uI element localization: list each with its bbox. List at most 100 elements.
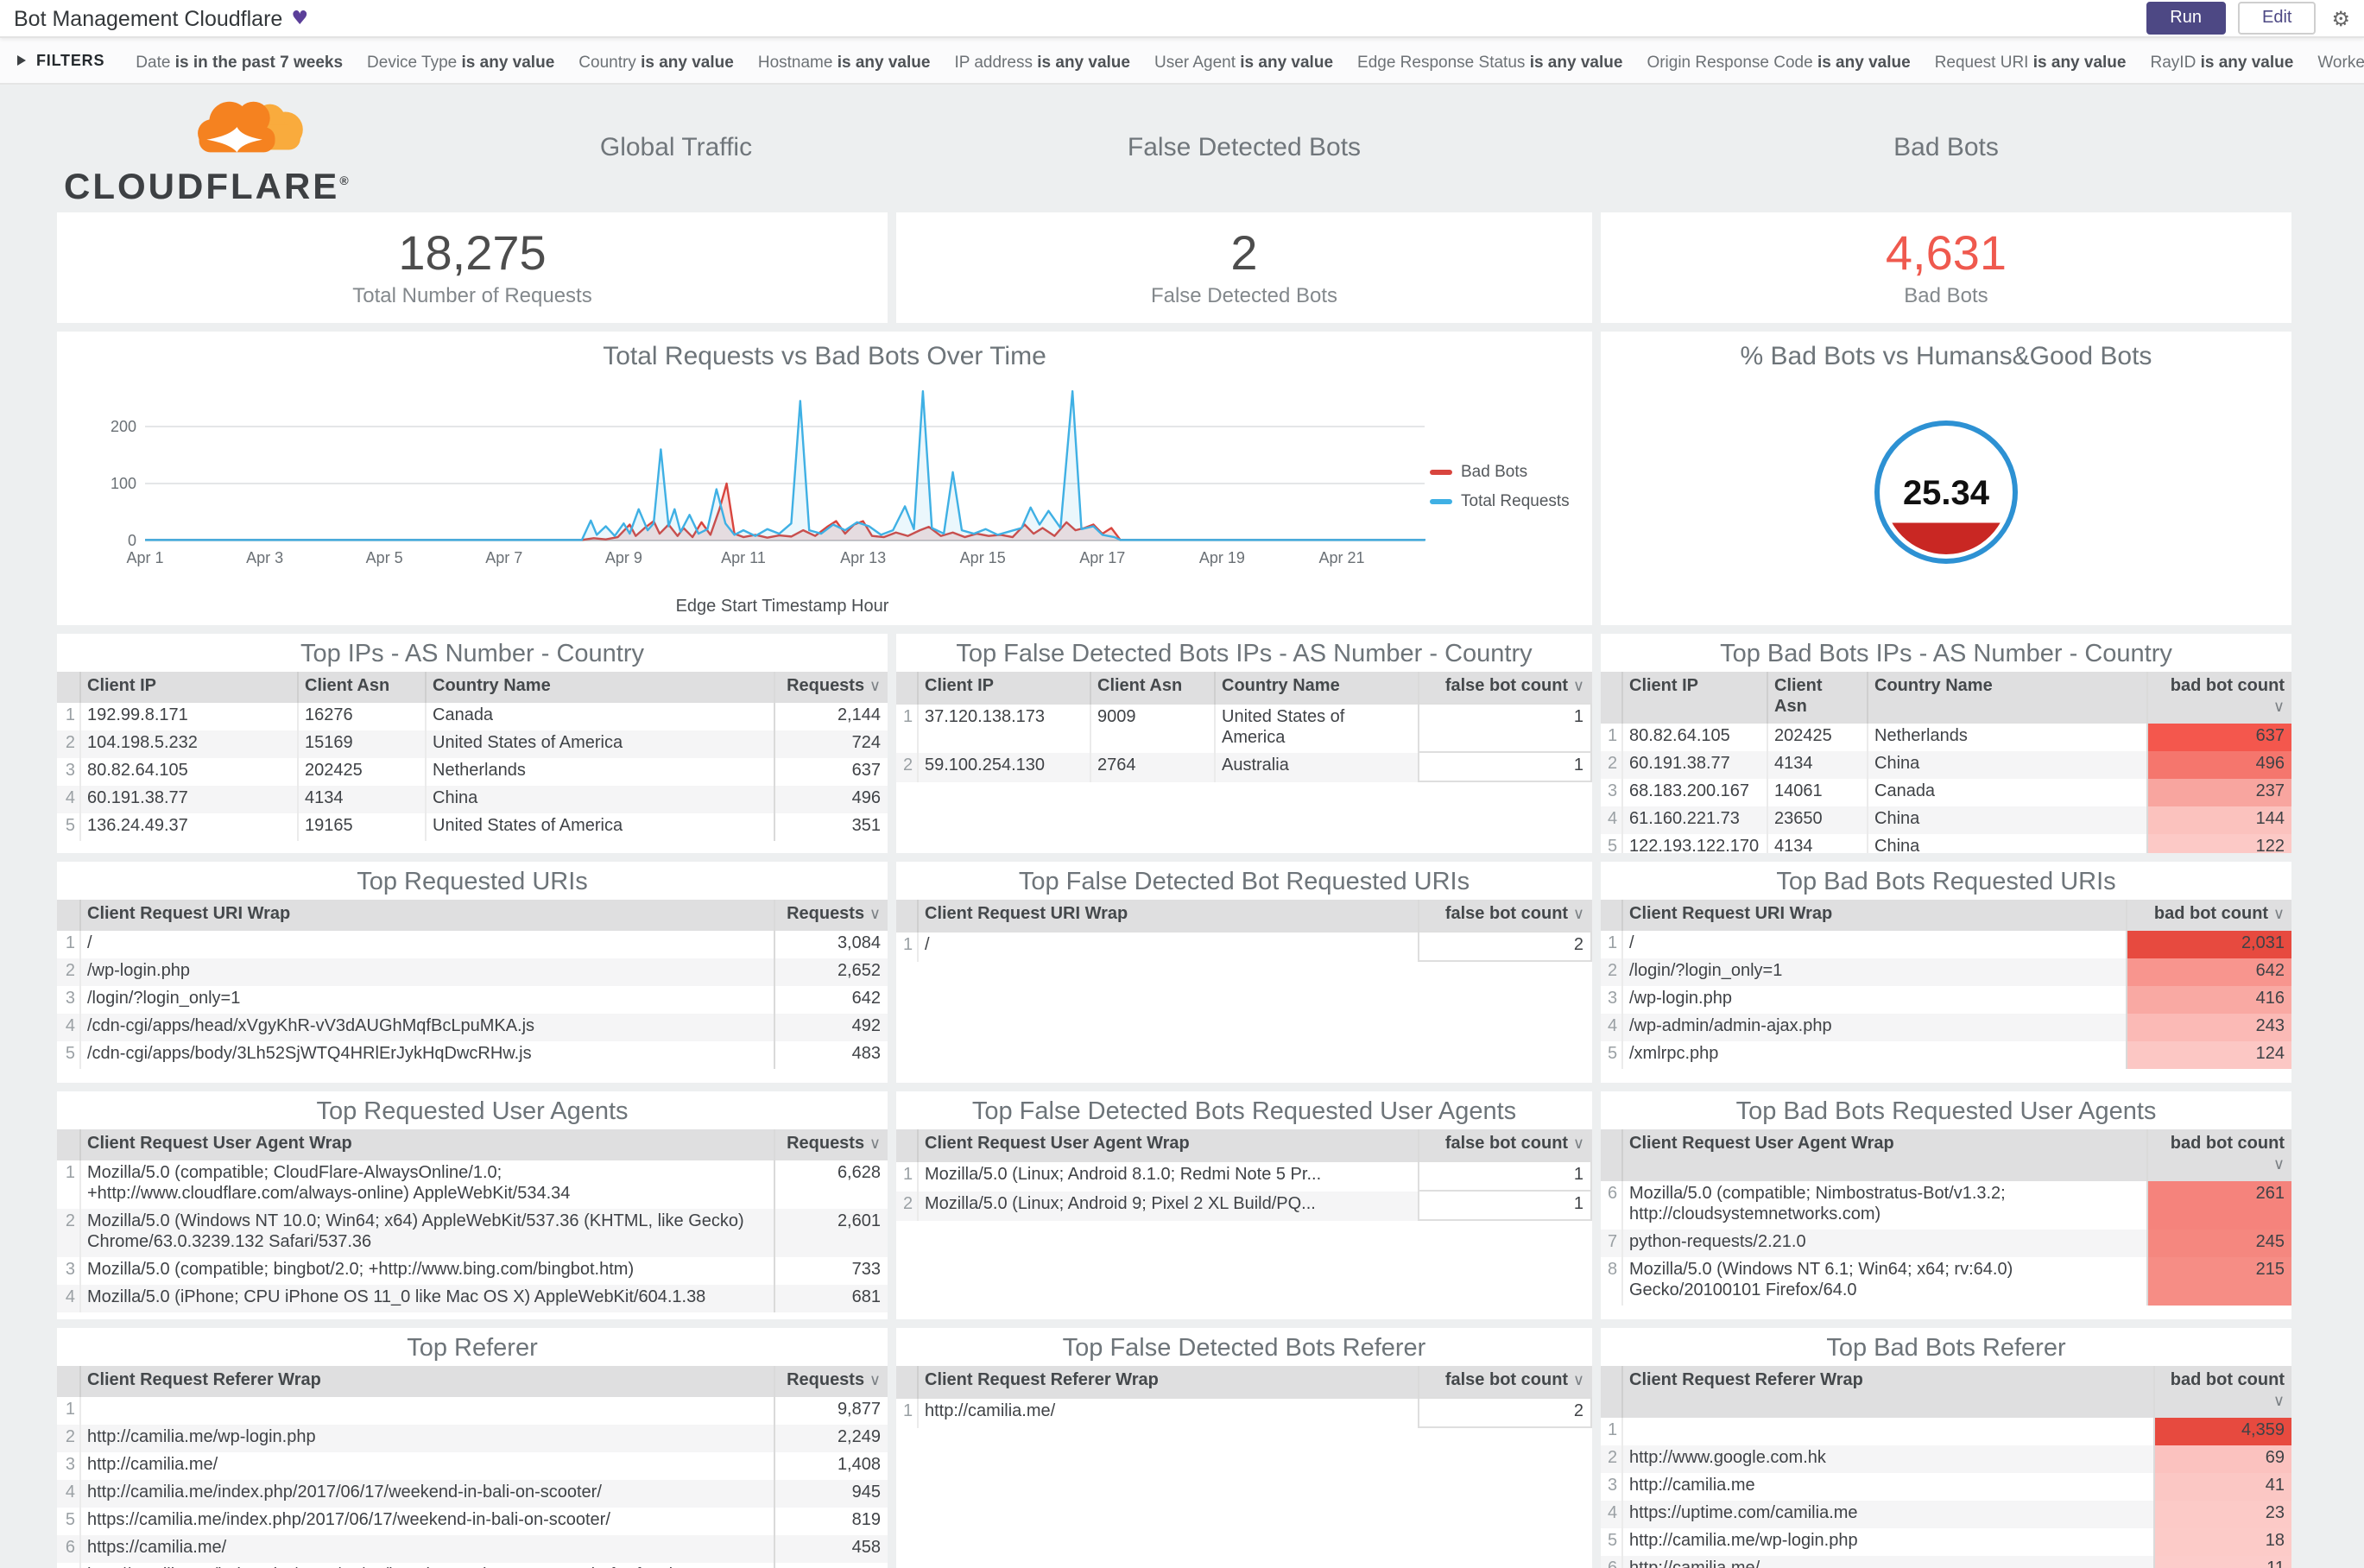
panel-false-uris: Top False Detected Bot Requested URIs Cl… (896, 862, 1592, 1083)
cell: 9009 (1089, 704, 1214, 752)
kpi-false-detected-bots-value: 2 (1230, 226, 1258, 280)
cell: United States of America (424, 730, 774, 758)
row-index: 5 (1608, 1045, 1618, 1064)
filter-item[interactable]: IP address is any value (954, 54, 1130, 73)
filters-bar: FILTERS Date is in the past 7 weeks Devic… (0, 38, 2364, 85)
cell: 80.82.64.105 (79, 758, 297, 786)
filters-label[interactable]: FILTERS (36, 52, 105, 69)
value-cell: 637 (2146, 724, 2291, 751)
filters-expand-icon[interactable] (17, 55, 26, 66)
filter-item[interactable]: Device Type is any value (367, 54, 555, 73)
sort-column-header[interactable]: false bot count ∨ (1418, 672, 1591, 704)
sort-column-header[interactable]: false bot count ∨ (1418, 1129, 1591, 1161)
value-cell: 9,877 (773, 1397, 888, 1425)
panel-bad-uris: Top Bad Bots Requested URIs Client Reque… (1601, 862, 2291, 1083)
column-header: Client Request User Agent Wrap (1621, 1129, 2146, 1181)
cloudflare-cloud-icon (198, 100, 303, 152)
sort-column-header[interactable]: bad bot count ∨ (2146, 1129, 2291, 1181)
cell: Mozilla/5.0 (Windows NT 10.0; Win64; x64… (79, 1209, 774, 1257)
time-series-chart[interactable]: 0 100 200 Apr 1 Apr 3 Apr 5 Apr 7 Apr 9 Apr 11 Ap… (57, 371, 1592, 575)
sort-column-header[interactable]: bad bot count ∨ (2152, 1366, 2291, 1418)
filter-item[interactable]: Request URI is any value (1934, 54, 2127, 73)
value-cell: 237 (2146, 779, 2291, 806)
table-bad-referer: Client Request Referer Wrap bad bot count… (1601, 1366, 2291, 1568)
table-row: 1/3,084 (57, 931, 888, 958)
row-index: 3 (1608, 1476, 1618, 1495)
table-row: 1 http://camilia.me/2 (896, 1397, 1592, 1428)
column-header: Client Asn (1766, 672, 1867, 724)
value-cell: 642 (773, 986, 888, 1014)
row-index: 2 (1601, 751, 1621, 779)
value-cell: 1 (1418, 703, 1592, 753)
value-cell: 2,601 (773, 1209, 888, 1257)
sort-column-header[interactable]: false bot count ∨ (1418, 900, 1591, 932)
filter-item[interactable]: User Agent is any value (1154, 54, 1334, 73)
table-row: 6 Mozilla/5.0 (compatible; Nimbostratus-B… (1601, 1181, 2291, 1230)
row-index: 1 (65, 1400, 75, 1419)
gear-icon[interactable]: ⚙ (2331, 6, 2350, 30)
cloudflare-logo: CLOUDFLARE® (57, 91, 465, 205)
filter-item[interactable]: Country is any value (578, 54, 734, 73)
sort-arrow-icon: ∨ (864, 1136, 881, 1154)
sort-column-header[interactable]: Requests ∨ (773, 900, 888, 931)
cell: Canada (1866, 779, 2146, 806)
value-cell: 124 (2125, 1041, 2291, 1069)
edit-button[interactable]: Edit (2238, 2, 2317, 35)
cell: 104.198.5.232 (79, 730, 297, 758)
filter-item[interactable]: Date is in the past 7 weeks (136, 54, 344, 73)
table-row: 3 68.183.200.167 14061 Canada 237 (1601, 779, 2291, 806)
legend-item-total-requests[interactable]: Total Requests (1430, 492, 1570, 511)
value-cell: 724 (773, 730, 888, 758)
cell: China (1866, 806, 2146, 834)
panel-title: Top Requested User Agents (316, 1098, 629, 1126)
sort-column-header[interactable]: Requests ∨ (773, 1366, 888, 1397)
row-index-header (896, 900, 917, 932)
value-cell: 243 (2125, 1014, 2291, 1041)
row-index: 6 (1608, 1185, 1618, 1204)
filter-item[interactable]: Origin Response Code is any value (1647, 54, 1911, 73)
cell: United States of America (1213, 704, 1419, 752)
sort-arrow-icon: ∨ (1568, 679, 1584, 696)
value-cell: 819 (773, 1508, 888, 1535)
row-index-header (896, 672, 917, 704)
sort-column-header[interactable]: bad bot count ∨ (2146, 672, 2291, 724)
cell: 60.191.38.77 (1621, 751, 1767, 779)
row-index: 2 (1601, 958, 1621, 986)
sort-column-header[interactable]: Requests ∨ (773, 672, 888, 703)
cell: http://camilia.me (1621, 1473, 2153, 1501)
kpi-false-detected-bots: 2 False Detected Bots (896, 212, 1592, 323)
table-row: 5/xmlrpc.php 124 (1601, 1041, 2291, 1069)
run-button[interactable]: Run (2146, 2, 2226, 35)
filter-item[interactable]: Hostname is any value (757, 54, 931, 73)
svg-text:Apr 21: Apr 21 (1318, 549, 1364, 566)
value-cell: 1 (1418, 1160, 1592, 1192)
table-row: 4 61.160.221.73 23650 China 144 (1601, 806, 2291, 834)
cell: 60.191.38.77 (79, 786, 297, 813)
filter-item[interactable]: Edge Response Status is any value (1357, 54, 1623, 73)
cell: /wp-login.php (79, 958, 774, 986)
sort-arrow-icon: ∨ (1568, 1373, 1584, 1390)
cell: https://camilia.me/ (79, 1535, 774, 1563)
section-title-bad-bots: Bad Bots (1893, 132, 1999, 161)
row-index-header (57, 1129, 79, 1160)
filter-item[interactable]: Worker Subrequest is... (2317, 54, 2364, 73)
cell: /xmlrpc.php (1621, 1041, 2126, 1069)
sort-column-header[interactable]: Requests ∨ (773, 1129, 888, 1160)
table-row: 7http://camilia.me/index.php/2017/05/14/… (57, 1563, 888, 1568)
column-header: Client IP (1621, 672, 1767, 724)
sort-column-header[interactable]: bad bot count ∨ (2125, 900, 2291, 931)
column-header: Country Name (1213, 672, 1419, 704)
filter-item[interactable]: RayID is any value (2150, 54, 2294, 73)
cell: /wp-login.php (1621, 986, 2126, 1014)
sort-column-header[interactable]: false bot count ∨ (1418, 1366, 1591, 1398)
cell: 61.160.221.73 (1621, 806, 1767, 834)
legend-item-bad-bots[interactable]: Bad Bots (1430, 463, 1570, 482)
svg-text:Apr 15: Apr 15 (960, 549, 1006, 566)
cell: 68.183.200.167 (1621, 779, 1767, 806)
table-row: 2 60.191.38.77 4134 China 496 (1601, 751, 2291, 779)
row-index: 3 (1608, 782, 1618, 801)
bad-bots-gauge: 25.34 (1874, 420, 2018, 564)
filter-items: Date is in the past 7 weeks Device Type i… (136, 45, 2364, 76)
table-row: 4 Mozilla/5.0 (iPhone; CPU iPhone OS 11_0… (57, 1285, 888, 1312)
